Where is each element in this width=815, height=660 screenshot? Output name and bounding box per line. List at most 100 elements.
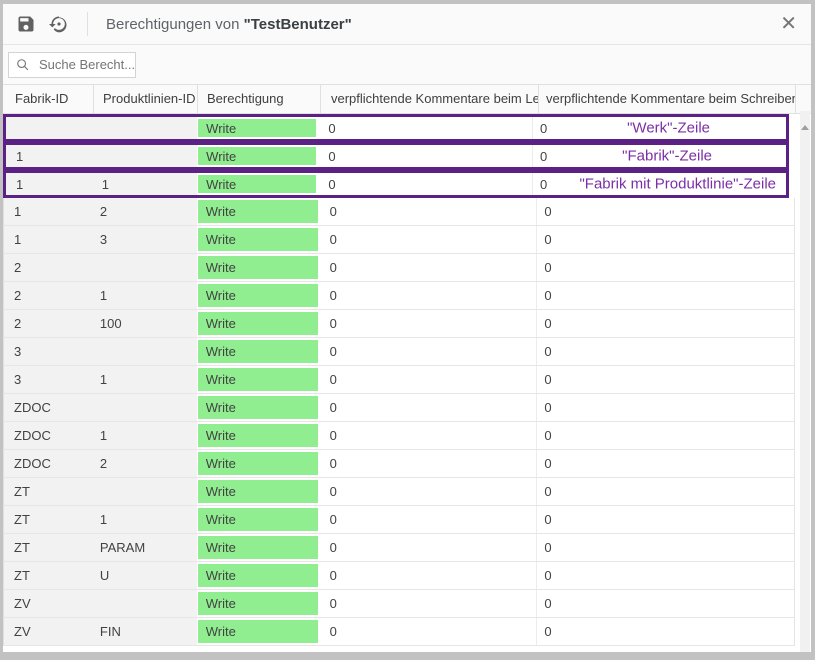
table-row[interactable]: 2 Write 0 0	[3, 254, 795, 282]
table-row[interactable]: Write 0 0 "Werk"-Zeile	[3, 114, 789, 142]
cell-produktlinien-id: FIN	[92, 618, 197, 645]
table-body: Write 0 0 "Werk"-Zeile 1 Write 0 0 "Fabrik"-Zeil…	[3, 114, 795, 646]
titlebar: Berechtigungen von "TestBenutzer" ✕	[3, 4, 811, 45]
column-header-fabrik-id[interactable]: Fabrik-ID	[15, 91, 69, 106]
table-row[interactable]: ZT PARAM Write 0 0	[3, 534, 795, 562]
annotation-label: "Werk"-Zeile	[627, 119, 710, 137]
cell-kommentare-schreiben: 0	[544, 568, 552, 583]
cell-kommentare-lesen: 0	[320, 450, 538, 477]
cell-kommentare-schreiben: 0	[540, 176, 548, 192]
cell-fabrik-id: ZDOC	[3, 394, 93, 421]
cell-produktlinien-id: 1	[92, 366, 197, 393]
cell-berechtigung: Write	[197, 145, 319, 167]
cell-kommentare-lesen: 0	[320, 198, 538, 225]
cell-fabrik-id: 2	[3, 310, 93, 337]
cell-kommentare-lesen: 0	[320, 506, 538, 533]
column-header-kommentare-schreiben[interactable]: verpflichtende Kommentare beim Schreiben	[538, 85, 795, 113]
dialog-title-user: "TestBenutzer"	[243, 15, 352, 33]
table-row[interactable]: 1 1 Write 0 0 "Fabrik mit Produktlinie"-Zeile	[3, 170, 789, 198]
cell-kommentare-schreiben: 0	[544, 288, 552, 303]
table-row[interactable]: 1 Write 0 0 "Fabrik"-Zeile	[3, 142, 789, 170]
cell-fabrik-id: ZT	[3, 534, 93, 561]
cell-produktlinien-id	[92, 394, 197, 421]
cell-kommentare-schreiben: 0	[544, 204, 552, 219]
cell-berechtigung: Write	[196, 198, 320, 225]
cell-kommentare-schreiben: 0	[544, 400, 552, 415]
table-row[interactable]: 3 Write 0 0	[3, 338, 795, 366]
save-icon[interactable]	[16, 14, 36, 34]
cell-kommentare-lesen: 0	[320, 394, 538, 421]
cell-fabrik-id: ZV	[3, 590, 93, 617]
cell-fabrik-id: 3	[3, 366, 93, 393]
cell-kommentare-schreiben: 0	[544, 456, 552, 471]
search-input[interactable]	[37, 56, 137, 73]
cell-produktlinien-id: 100	[92, 310, 197, 337]
cell-berechtigung: Write	[196, 422, 320, 449]
cell-kommentare-lesen: 0	[320, 590, 538, 617]
table-row[interactable]: 3 1 Write 0 0	[3, 366, 795, 394]
cell-fabrik-id: 2	[3, 254, 93, 281]
cell-kommentare-schreiben: 0	[544, 512, 552, 527]
table-row[interactable]: 2 100 Write 0 0	[3, 310, 795, 338]
annotation-label: "Fabrik"-Zeile	[622, 147, 712, 165]
cell-berechtigung: Write	[197, 117, 319, 139]
cell-produktlinien-id: U	[92, 562, 197, 589]
table-row[interactable]: 1 2 Write 0 0	[3, 198, 795, 226]
cell-kommentare-schreiben: 0	[540, 148, 548, 164]
column-header-kommentare-lesen[interactable]: verpflichtende Kommentare beim Lesen	[320, 85, 538, 113]
vertical-scrollbar[interactable]	[800, 111, 810, 652]
table-row[interactable]: ZDOC 2 Write 0 0	[3, 450, 795, 478]
search-box[interactable]	[8, 51, 137, 78]
cell-produktlinien-id	[92, 254, 197, 281]
cell-berechtigung: Write	[196, 590, 320, 617]
cell-berechtigung: Write	[196, 506, 320, 533]
cell-kommentare-lesen: 0	[320, 310, 538, 337]
cell-kommentare-schreiben: 0	[544, 428, 552, 443]
cell-produktlinien-id: 1	[92, 422, 197, 449]
search-toolbar	[3, 45, 811, 84]
cell-kommentare-schreiben: 0	[544, 316, 552, 331]
table-row[interactable]: ZT 1 Write 0 0	[3, 506, 795, 534]
cell-kommentare-lesen: 0	[320, 422, 538, 449]
cell-kommentare-lesen: 0	[320, 366, 538, 393]
cell-produktlinien-id: 1	[92, 282, 197, 309]
table-row[interactable]: ZV Write 0 0	[3, 590, 795, 618]
dialog-title-prefix: Berechtigungen von	[106, 15, 244, 33]
table-row[interactable]: ZV FIN Write 0 0	[3, 618, 795, 646]
table-row[interactable]: 2 1 Write 0 0	[3, 282, 795, 310]
cell-berechtigung: Write	[196, 618, 320, 645]
column-header-berechtigung[interactable]: Berechtigung	[197, 85, 320, 113]
cell-kommentare-schreiben: 0	[544, 624, 552, 639]
cell-kommentare-lesen: 0	[320, 534, 538, 561]
dialog-title: Berechtigungen von "TestBenutzer"	[106, 16, 352, 33]
cell-kommentare-lesen: 0	[318, 173, 534, 195]
history-restore-icon[interactable]	[49, 14, 69, 34]
cell-kommentare-schreiben: 0	[544, 260, 552, 275]
scrollbar-up-arrow-icon[interactable]	[801, 125, 809, 130]
cell-kommentare-schreiben: 0	[540, 120, 548, 136]
cell-fabrik-id: ZDOC	[3, 422, 93, 449]
cell-berechtigung: Write	[196, 534, 320, 561]
table-row[interactable]: ZT Write 0 0	[3, 478, 795, 506]
table-row[interactable]: 1 3 Write 0 0	[3, 226, 795, 254]
cell-produktlinien-id	[92, 338, 197, 365]
table-row[interactable]: ZT U Write 0 0	[3, 562, 795, 590]
cell-fabrik-id: ZDOC	[3, 450, 93, 477]
cell-fabrik-id: 1	[6, 173, 95, 195]
cell-fabrik-id: 1	[3, 226, 93, 253]
column-header-produktlinien-id[interactable]: Produktlinien-ID	[93, 85, 197, 113]
close-icon[interactable]: ✕	[780, 13, 797, 35]
cell-produktlinien-id	[94, 145, 198, 167]
cell-berechtigung: Write	[197, 173, 319, 195]
table-row[interactable]: ZDOC 1 Write 0 0	[3, 422, 795, 450]
table-row[interactable]: ZDOC Write 0 0	[3, 394, 795, 422]
cell-berechtigung: Write	[196, 338, 320, 365]
cell-berechtigung: Write	[196, 394, 320, 421]
cell-berechtigung: Write	[196, 478, 320, 505]
column-header-spacer	[795, 85, 810, 113]
cell-fabrik-id: 3	[3, 338, 93, 365]
cell-produktlinien-id: 2	[92, 450, 197, 477]
cell-kommentare-schreiben: 0	[544, 484, 552, 499]
search-icon	[17, 58, 29, 70]
